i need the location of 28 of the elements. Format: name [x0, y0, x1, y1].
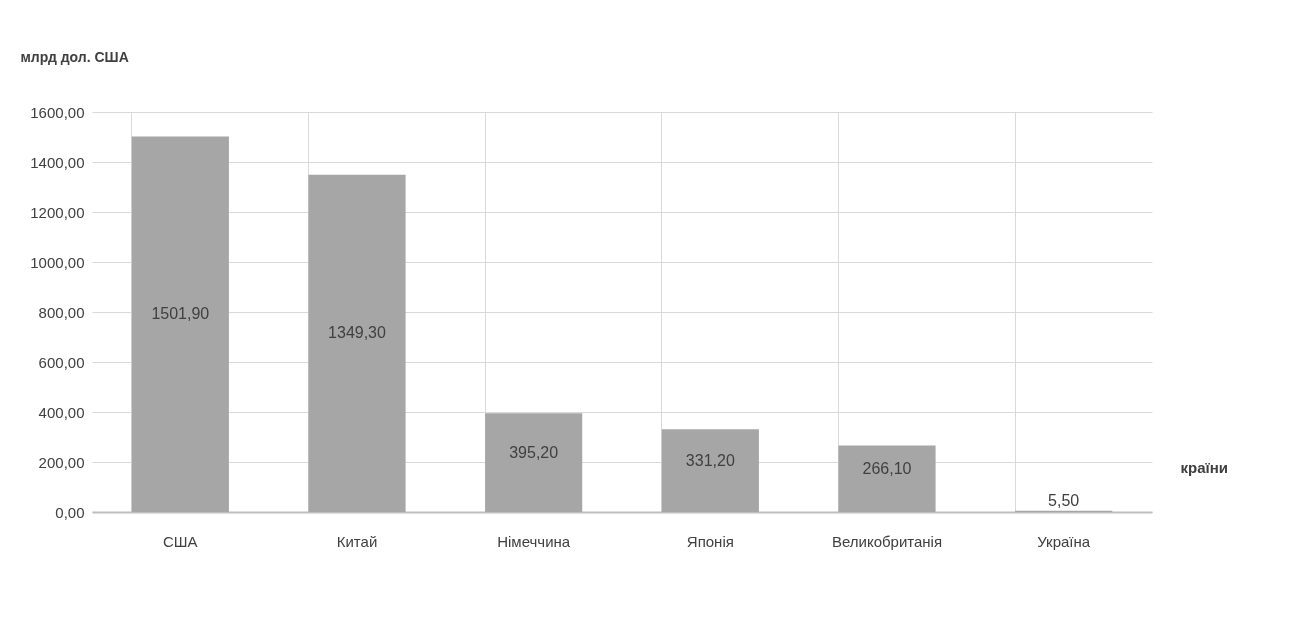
bar — [838, 445, 936, 512]
y-axis-title: млрд дол. США — [20, 48, 129, 65]
x-tick-label: Німеччина — [497, 532, 571, 550]
data-label: 331,20 — [685, 451, 735, 469]
data-label: 266,10 — [862, 459, 912, 477]
data-label: 395,20 — [509, 443, 559, 461]
y-tick-label: 1000,00 — [30, 253, 85, 271]
y-tick-label: 0,00 — [55, 503, 85, 521]
x-tick-label: Великобританія — [831, 532, 943, 550]
y-tick-label: 1200,00 — [30, 203, 85, 221]
y-tick-label: 200,00 — [38, 453, 85, 471]
x-tick-label: США — [163, 532, 198, 550]
data-label: 5,50 — [1048, 492, 1080, 510]
data-label: 1501,90 — [151, 305, 210, 323]
y-tick-label: 1400,00 — [30, 153, 85, 171]
y-tick-label: 800,00 — [38, 303, 85, 321]
y-tick-label: 600,00 — [38, 353, 85, 371]
y-tick-label: 400,00 — [38, 403, 85, 421]
y-tick-label: 1600,00 — [30, 103, 85, 121]
bar — [485, 413, 583, 512]
bar — [308, 174, 406, 512]
x-axis-title: країни — [1180, 458, 1229, 476]
x-tick-label: Україна — [1037, 532, 1091, 550]
bar — [661, 429, 759, 512]
data-label: 1349,30 — [328, 324, 387, 342]
bar — [131, 136, 229, 512]
x-tick-label: Китай — [336, 532, 378, 550]
x-tick-label: Японія — [686, 532, 734, 550]
